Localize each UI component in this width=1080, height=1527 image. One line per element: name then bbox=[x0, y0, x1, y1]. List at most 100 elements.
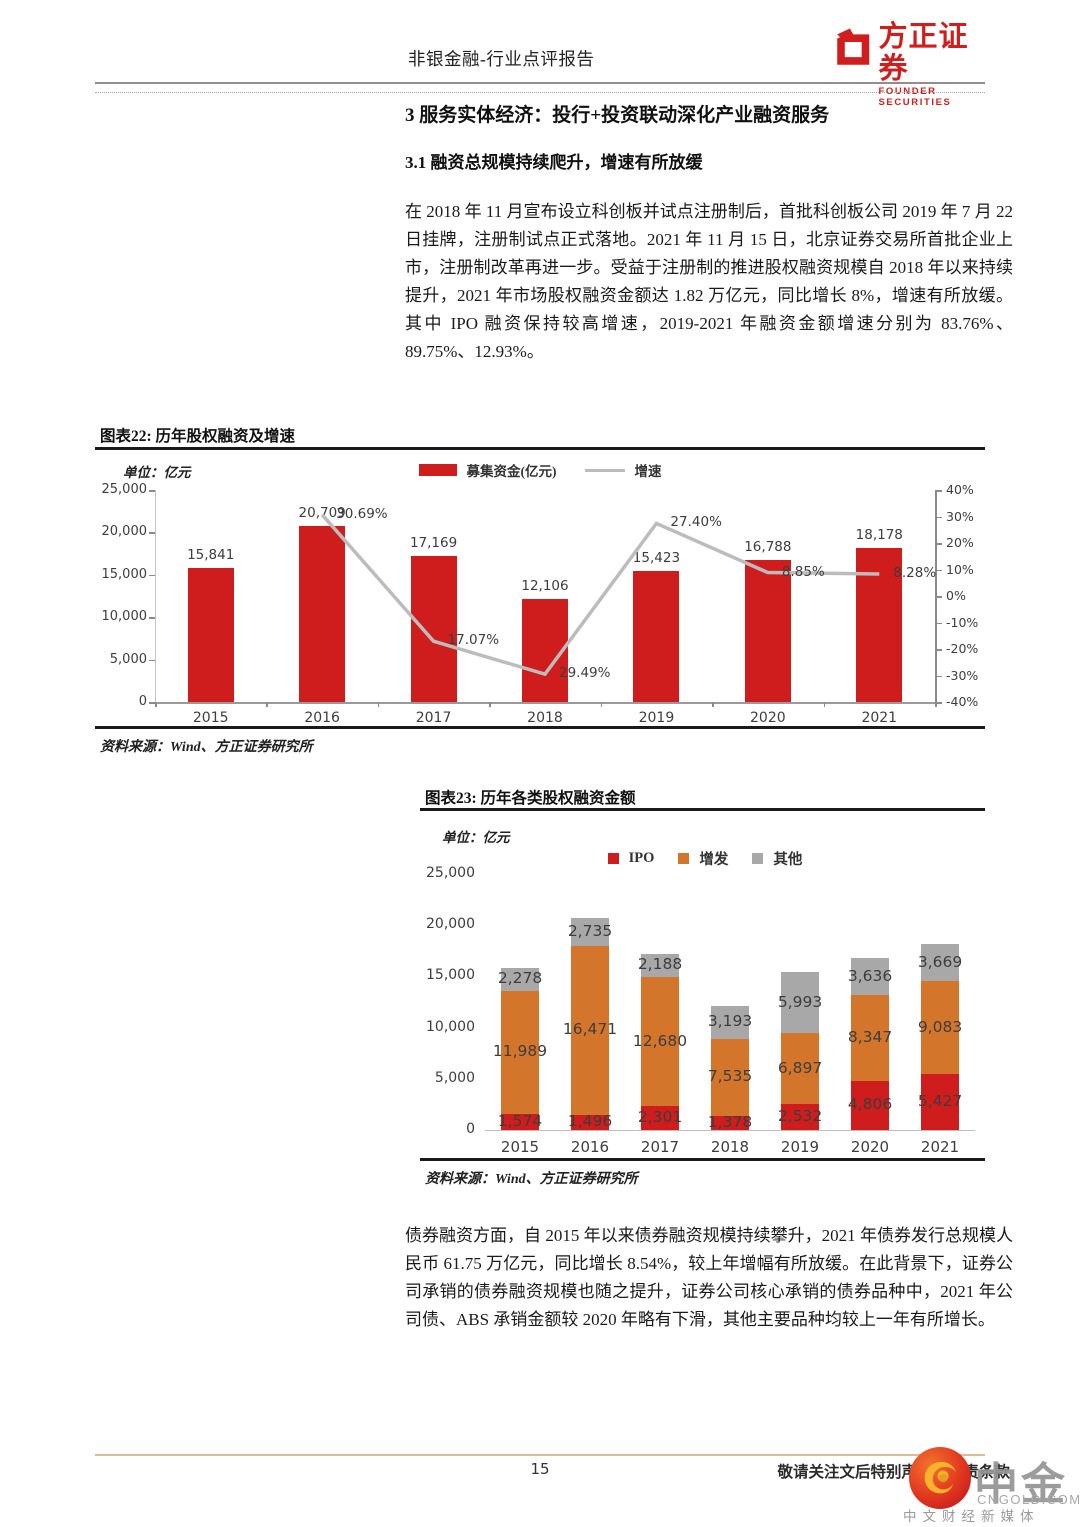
legend-label-IPO: IPO bbox=[628, 850, 655, 866]
right-axis-tick bbox=[935, 543, 942, 545]
x-axis-year-2016: 2016 bbox=[570, 1138, 610, 1156]
right-axis-tick bbox=[935, 569, 942, 571]
left-axis-tick bbox=[149, 574, 155, 577]
header-rule bbox=[95, 82, 985, 84]
header-dotted-rule bbox=[95, 92, 985, 93]
legend-swatch-line bbox=[584, 468, 625, 472]
legend-swatch-其他 bbox=[752, 853, 764, 864]
bar-value-label-2015: 15,841 bbox=[187, 546, 235, 563]
y-axis-tick-label: 15,000 bbox=[426, 967, 475, 984]
segment-label-其他-2019: 5,993 bbox=[777, 992, 823, 1011]
logo-text-en: FOUNDER SECURITIES bbox=[878, 85, 952, 108]
segment-IPO-2019 bbox=[781, 1104, 819, 1130]
segment-label-增发-2016: 16,471 bbox=[562, 1020, 618, 1039]
segment-label-IPO-2017: 2,301 bbox=[637, 1108, 683, 1127]
figure23-top-rule bbox=[420, 808, 985, 811]
segment-IPO-2021 bbox=[921, 1074, 959, 1130]
legend-label-bar: 募集资金(亿元) bbox=[466, 464, 557, 479]
figure23-unit-label: 单位：亿元 bbox=[442, 830, 510, 845]
bar-value-label-2020: 16,788 bbox=[744, 538, 792, 555]
legend-label-line: 增速 bbox=[634, 464, 662, 479]
bar-2015 bbox=[187, 567, 234, 702]
left-axis-tick-label: 15,000 bbox=[101, 566, 148, 582]
cngold-logo-icon bbox=[909, 1447, 971, 1509]
left-axis-tick bbox=[149, 702, 155, 704]
figure22-bottom-rule bbox=[95, 726, 985, 729]
bar-2019 bbox=[633, 571, 680, 702]
left-axis-tick-label: 20,000 bbox=[101, 524, 148, 540]
segment-增发-2016 bbox=[571, 946, 609, 1115]
segment-其他-2019 bbox=[781, 972, 819, 1034]
bar-value-label-2017: 17,169 bbox=[409, 535, 458, 552]
segment-label-其他-2015: 2,278 bbox=[497, 969, 543, 988]
right-axis-tick-label: -30% bbox=[946, 667, 979, 683]
legend-swatch-IPO bbox=[607, 853, 619, 864]
segment-其他-2018 bbox=[711, 1006, 749, 1039]
figure23-bottom-rule bbox=[420, 1158, 985, 1161]
x-axis-tick bbox=[712, 702, 714, 707]
right-axis-tick bbox=[935, 596, 942, 598]
right-axis-tick-label: 40% bbox=[946, 482, 974, 497]
founder-securities-logo: 方正证券 FOUNDER SECURITIES bbox=[833, 21, 988, 108]
legend-swatch-增发 bbox=[678, 853, 690, 864]
x-axis-tick bbox=[489, 702, 491, 707]
right-axis-tick bbox=[935, 649, 942, 651]
x-axis-tick bbox=[266, 702, 268, 707]
y-axis-tick-label: 0 bbox=[466, 1121, 475, 1137]
left-axis-tick-label: 10,000 bbox=[101, 609, 148, 625]
logo-text: 方正证券 FOUNDER SECURITIES bbox=[878, 21, 988, 108]
figure22-top-rule bbox=[95, 447, 985, 450]
x-axis-line bbox=[155, 702, 935, 704]
right-axis-tick-label: -10% bbox=[946, 614, 979, 630]
legend-label-其他: 其他 bbox=[773, 852, 803, 868]
figure23-legend: IPO 增发 其他 bbox=[540, 848, 870, 869]
page-number: 15 bbox=[530, 1460, 550, 1478]
x-axis-tick bbox=[377, 702, 380, 707]
x-axis-year-2015: 2015 bbox=[500, 1138, 540, 1156]
right-axis-tick bbox=[935, 490, 942, 492]
growth-label-2018: 29.49% bbox=[559, 665, 611, 682]
bar-2017 bbox=[410, 556, 457, 702]
paragraph-equity-financing: 在 2018 年 11 月宣布设立科创板并试点注册制后，首批科创板公司 2019… bbox=[405, 202, 1013, 361]
legend-swatch-bar bbox=[418, 464, 457, 476]
segment-增发-2020 bbox=[851, 995, 889, 1081]
segment-label-其他-2018: 3,193 bbox=[707, 1012, 753, 1031]
right-axis-tick-label: -40% bbox=[946, 694, 979, 709]
bar-value-label-2018: 12,106 bbox=[521, 578, 569, 595]
segment-IPO-2017 bbox=[641, 1106, 679, 1130]
segment-其他-2020 bbox=[851, 958, 889, 996]
y-axis-tick-label: 5,000 bbox=[434, 1069, 475, 1086]
right-axis-tick bbox=[935, 516, 942, 518]
segment-label-IPO-2015: 1,574 bbox=[497, 1111, 543, 1130]
cngold-name: 中金网 bbox=[974, 1460, 1068, 1527]
segment-IPO-2015 bbox=[501, 1113, 539, 1130]
x-axis-year-2020: 2020 bbox=[750, 710, 786, 726]
segment-label-IPO-2021: 5,427 bbox=[917, 1092, 963, 1111]
y-axis-tick-label: 20,000 bbox=[426, 916, 475, 933]
segment-其他-2015 bbox=[501, 967, 539, 992]
growth-label-2017: 17.07% bbox=[447, 632, 500, 649]
segment-其他-2021 bbox=[921, 943, 959, 982]
bar-value-label-2021: 18,178 bbox=[855, 526, 903, 543]
left-axis-tick-label: 5,000 bbox=[109, 651, 147, 667]
x-axis-year-2018: 2018 bbox=[710, 1138, 750, 1156]
figure22-chart: 单位：亿元 募集资金(亿元) 增速 0 5,000 10,000 15,000 20,00… bbox=[95, 452, 985, 728]
figure22-source: 资料来源：Wind、方正证券研究所 bbox=[100, 740, 313, 755]
cngold-tagline: 中文财经新媒体 bbox=[903, 1509, 1040, 1524]
segment-增发-2015 bbox=[501, 991, 539, 1114]
x-axis-year-2020: 2020 bbox=[850, 1138, 890, 1156]
x-axis-tick bbox=[823, 702, 826, 707]
right-axis-tick-label: 10% bbox=[946, 561, 974, 577]
x-axis-year-2017: 2017 bbox=[415, 710, 452, 726]
segment-label-增发-2019: 6,897 bbox=[777, 1058, 823, 1077]
segment-增发-2021 bbox=[921, 981, 959, 1075]
segment-IPO-2018 bbox=[711, 1115, 749, 1130]
right-axis-tick-label: 20% bbox=[946, 535, 974, 550]
legend-label-增发: 增发 bbox=[699, 852, 729, 868]
figure22-legend: 募集资金(亿元) 增速 bbox=[325, 460, 755, 480]
x-axis-year-2015: 2015 bbox=[192, 710, 229, 726]
cngold-domain: CNGOLD.COM.CN bbox=[977, 1492, 1080, 1507]
segment-label-IPO-2016: 1,496 bbox=[567, 1112, 613, 1131]
logo-text-cn: 方正证券 bbox=[878, 21, 969, 85]
